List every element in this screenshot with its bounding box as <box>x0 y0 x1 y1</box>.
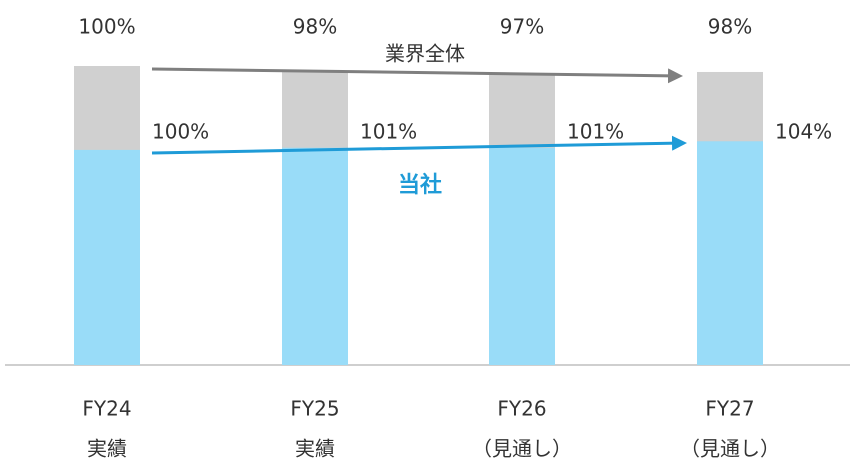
company-label: 当社 <box>398 172 442 198</box>
bar <box>282 147 348 365</box>
value-label: 101% <box>567 120 624 144</box>
bar <box>74 149 140 365</box>
bar <box>489 147 555 365</box>
company-arrow <box>151 135 687 155</box>
x-tick-label: FY25 <box>290 397 339 421</box>
x-tick-note: （見通し） <box>680 437 780 461</box>
value-label: 98% <box>708 15 752 39</box>
industry-label: 業界全体 <box>385 42 465 66</box>
value-label: 100% <box>152 120 209 144</box>
x-tick-label: FY24 <box>82 397 131 421</box>
value-label: 101% <box>360 120 417 144</box>
value-label: 98% <box>293 15 337 39</box>
x-tick-note: 実績 <box>295 437 335 461</box>
value-label: 104% <box>775 120 832 144</box>
x-tick-note: 実績 <box>87 437 127 461</box>
industry-arrow <box>151 67 683 84</box>
x-tick-label: FY26 <box>497 397 546 421</box>
value-label: 97% <box>500 15 544 39</box>
x-tick-label: FY27 <box>705 397 754 421</box>
x-tick-note: （見通し） <box>472 437 572 461</box>
value-label: 100% <box>78 15 135 39</box>
bar <box>697 141 763 365</box>
